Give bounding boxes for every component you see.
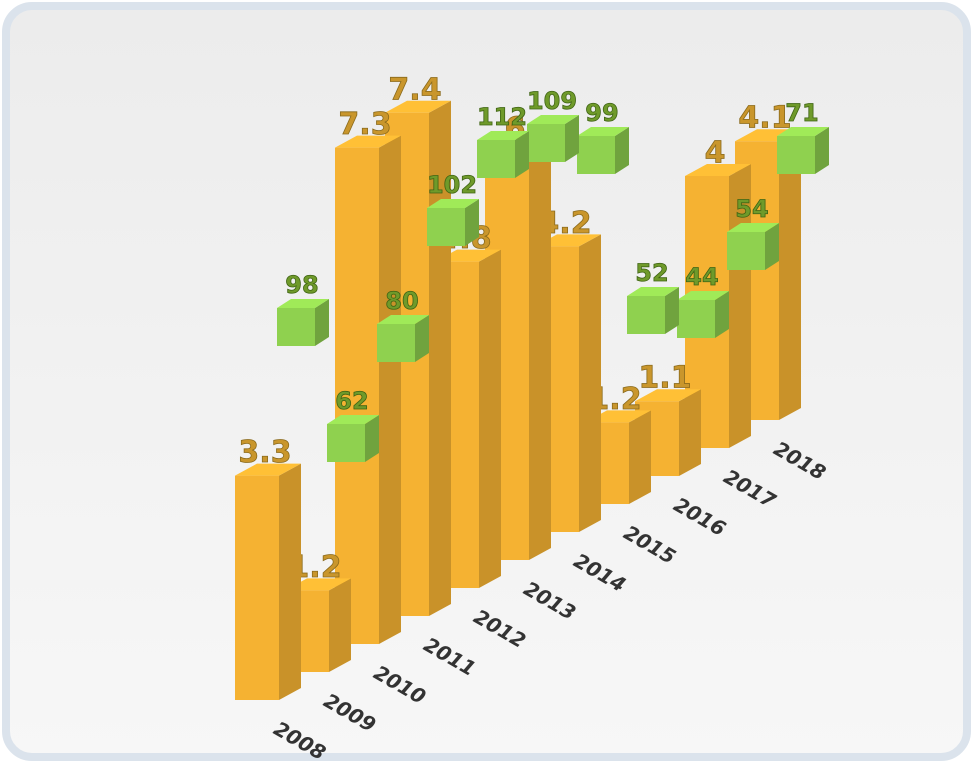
cube-value-label: 44 xyxy=(685,263,718,291)
bar-top xyxy=(385,100,451,113)
bar-top xyxy=(685,164,751,176)
bar-side xyxy=(579,234,601,532)
bar-top xyxy=(585,410,651,423)
cube xyxy=(577,136,615,174)
bar-value-label: 1.1 xyxy=(638,361,691,396)
cube xyxy=(777,136,815,174)
bar-value-label: 3.3 xyxy=(238,435,291,470)
cube-side xyxy=(815,127,829,174)
bar-side xyxy=(379,135,401,644)
bar-value-label: 7.3 xyxy=(338,107,391,142)
cube-value-label: 54 xyxy=(735,195,768,223)
cube-value-label: 102 xyxy=(427,171,477,199)
bar xyxy=(235,475,279,700)
bar-value-label: 4 xyxy=(705,136,726,171)
cube xyxy=(477,140,515,178)
cube-top xyxy=(427,199,479,208)
bar xyxy=(335,147,379,644)
bar-value-label: 4.1 xyxy=(738,101,791,136)
cube-top xyxy=(277,299,329,308)
cube xyxy=(677,300,715,338)
cube-value-label: 62 xyxy=(335,387,368,415)
cube-side xyxy=(415,315,429,362)
cube xyxy=(277,308,315,346)
cube-side xyxy=(715,291,729,338)
cube-top xyxy=(627,287,679,296)
cube-value-label: 99 xyxy=(585,99,618,127)
cube-value-label: 52 xyxy=(635,259,668,287)
bar-top xyxy=(435,249,501,262)
bar-side xyxy=(479,249,501,588)
cube-side xyxy=(515,131,529,178)
cube-value-label: 98 xyxy=(285,271,318,299)
cube-value-label: 112 xyxy=(477,103,527,131)
cube-top xyxy=(477,131,529,140)
cube-side xyxy=(315,299,329,346)
cube-side xyxy=(765,223,779,270)
cube-side xyxy=(665,287,679,334)
cube xyxy=(527,124,565,162)
bar-top xyxy=(635,389,701,402)
cube-side xyxy=(565,115,579,162)
bar-side xyxy=(329,578,351,672)
cube-side xyxy=(365,415,379,462)
bar-side xyxy=(529,140,551,560)
bar-side xyxy=(279,463,301,700)
cube-top xyxy=(377,315,429,324)
bar-top xyxy=(235,463,301,476)
bar-side xyxy=(779,129,801,420)
cube-top xyxy=(577,127,629,136)
cube-top xyxy=(777,127,829,136)
bar-side xyxy=(679,389,701,476)
cube xyxy=(627,296,665,334)
bar-value-label: 7.4 xyxy=(388,72,441,107)
plot: 20184.171201745420161.14420151.25220144.… xyxy=(235,72,830,763)
cube xyxy=(327,424,365,462)
cube xyxy=(377,324,415,362)
cube-top xyxy=(527,115,579,124)
cube xyxy=(427,208,465,246)
cube-value-label: 109 xyxy=(527,87,577,115)
cube xyxy=(727,232,765,270)
cube-top xyxy=(327,415,379,424)
bar-side xyxy=(629,410,651,504)
bar-top xyxy=(335,135,401,148)
cube-value-label: 71 xyxy=(785,99,818,127)
cube-top xyxy=(677,291,729,300)
bar-top xyxy=(535,234,601,247)
cube-side xyxy=(615,127,629,174)
cube-value-label: 80 xyxy=(385,287,418,315)
cube-top xyxy=(727,223,779,232)
bar-top xyxy=(285,578,351,591)
cube-side xyxy=(465,199,479,246)
